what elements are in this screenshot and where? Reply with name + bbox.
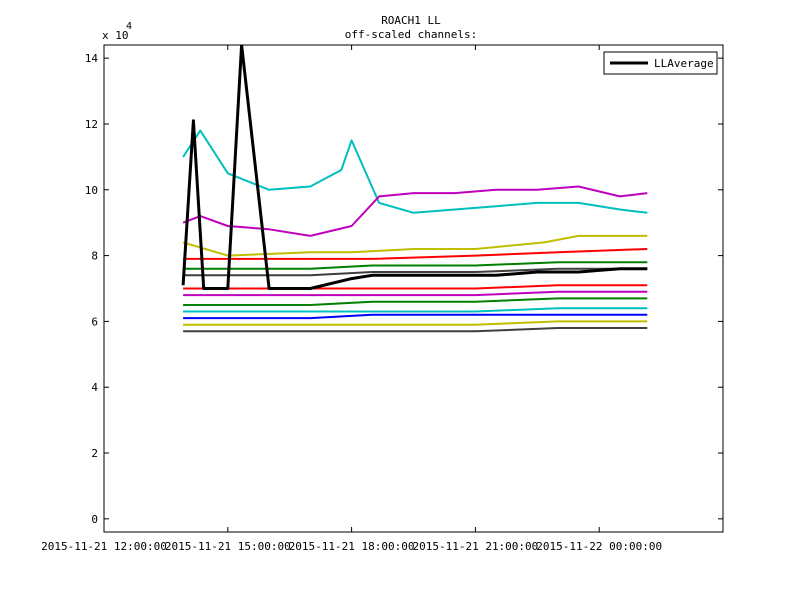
series-line-10 [183,307,648,313]
series-line-3 [182,234,648,257]
x-tick-label: 2015-11-21 21:00:00 [412,540,538,553]
y-tick-label: 2 [91,447,98,460]
x-tick-label: 2015-11-22 00:00:00 [536,540,662,553]
series-line-9 [183,297,648,306]
series-line-11 [183,313,648,320]
y-tick-label: 0 [91,513,98,526]
series-line-8 [183,290,648,297]
series-line-4 [183,248,648,260]
legend-box [603,51,718,75]
y-tick-label: 14 [85,52,99,65]
y-exponent-power: 4 [126,21,132,32]
series-layer [181,45,648,333]
plot-frame [103,44,724,533]
series-line-2 [182,185,648,237]
series-line-13 [183,327,648,333]
y-tick-label: 10 [85,184,98,197]
chart-subtitle: off-scaled channels: [345,28,477,41]
legend-entry-llaverage: LLAverage [654,57,714,70]
y-tick-label: 4 [91,381,98,394]
y-tick-label: 12 [85,118,98,131]
y-exponent-label: x 10 [102,29,129,42]
legend: LLAverage [603,51,718,75]
x-tick-label: 2015-11-21 12:00:00 [41,540,167,553]
series-line-llaverage [181,45,648,290]
series-line-12 [183,320,648,326]
series-line-6 [183,267,648,277]
y-tick-label: 6 [91,315,98,328]
chart-title: ROACH1 LL [381,14,441,27]
x-tick-label: 2015-11-21 18:00:00 [289,540,415,553]
series-line-1 [182,129,648,214]
y-tick-label: 8 [91,250,98,263]
x-tick-label: 2015-11-21 15:00:00 [165,540,291,553]
series-line-5 [183,261,648,270]
